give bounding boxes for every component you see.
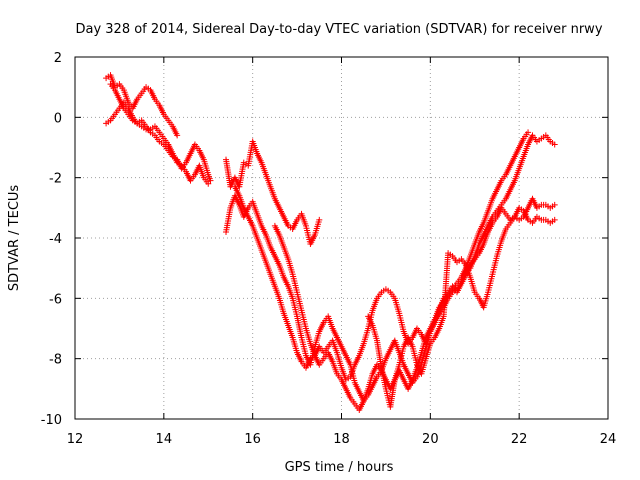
x-tick-label: 14 bbox=[156, 432, 173, 447]
x-tick-label: 18 bbox=[333, 432, 350, 447]
y-tick-label: -8 bbox=[49, 353, 62, 368]
data-point-markers bbox=[271, 129, 532, 413]
x-tick-label: 12 bbox=[67, 432, 84, 447]
y-tick-label: -6 bbox=[49, 292, 62, 307]
series-track-1 bbox=[103, 72, 181, 139]
x-tick-label: 20 bbox=[422, 432, 439, 447]
series-track-7 bbox=[271, 129, 532, 413]
y-axis-label: SDTVAR / TECUs bbox=[7, 185, 22, 292]
axis-ticks: 12 14 16 18 20 22 24 -10 -8 -6 -4 -2 0 2 bbox=[41, 51, 617, 447]
data-point-markers bbox=[107, 81, 214, 184]
data-point-markers bbox=[365, 195, 558, 410]
data-points bbox=[103, 72, 558, 413]
series-track-4 bbox=[223, 138, 323, 248]
grid bbox=[75, 57, 608, 419]
series-track-6 bbox=[231, 132, 558, 383]
y-tick-label: -4 bbox=[49, 232, 62, 247]
y-tick-label: 2 bbox=[54, 51, 62, 66]
data-point-markers bbox=[223, 138, 323, 248]
x-axis-label: GPS time / hours bbox=[285, 460, 394, 475]
data-point-markers bbox=[231, 132, 558, 383]
y-tick-label: -10 bbox=[41, 413, 62, 428]
y-tick-label: -2 bbox=[49, 172, 62, 187]
series-track-2 bbox=[103, 99, 212, 187]
series-track-8 bbox=[365, 195, 558, 410]
data-point-markers bbox=[103, 99, 212, 187]
series-track-3 bbox=[107, 81, 214, 184]
y-tick-label: 0 bbox=[54, 111, 62, 126]
x-tick-label: 16 bbox=[244, 432, 261, 447]
chart-title: Day 328 of 2014, Sidereal Day-to-day VTE… bbox=[75, 22, 602, 37]
x-tick-label: 24 bbox=[600, 432, 617, 447]
data-point-markers bbox=[103, 72, 181, 139]
x-tick-label: 22 bbox=[511, 432, 528, 447]
